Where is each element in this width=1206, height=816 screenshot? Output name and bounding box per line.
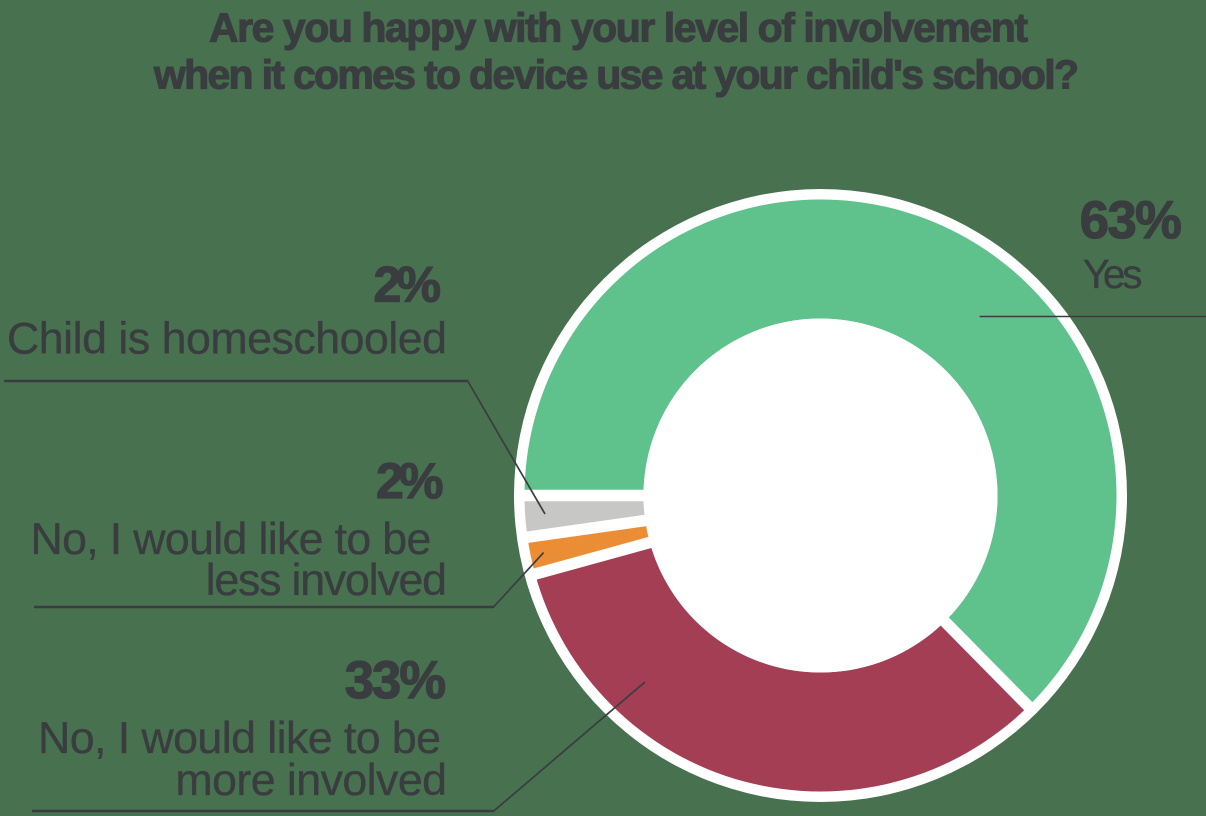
svg-text:Yes: Yes <box>1083 251 1143 297</box>
svg-text:less involved: less involved <box>206 556 447 605</box>
svg-text:when it comes to device use at: when it comes to device use at your chil… <box>153 51 1079 97</box>
svg-text:No, I would like to be: No, I would like to be <box>38 714 441 763</box>
svg-text:No, I would like to be: No, I would like to be <box>31 515 432 564</box>
svg-text:Child is homeschooled: Child is homeschooled <box>7 314 447 363</box>
svg-text:2%: 2% <box>374 257 442 313</box>
svg-text:2%: 2% <box>376 453 444 509</box>
svg-text:63%: 63% <box>1080 191 1182 250</box>
svg-text:Are you happy with your level: Are you happy with your level of involve… <box>209 5 1028 51</box>
svg-text:more involved: more involved <box>175 756 447 805</box>
svg-text:33%: 33% <box>345 651 446 710</box>
